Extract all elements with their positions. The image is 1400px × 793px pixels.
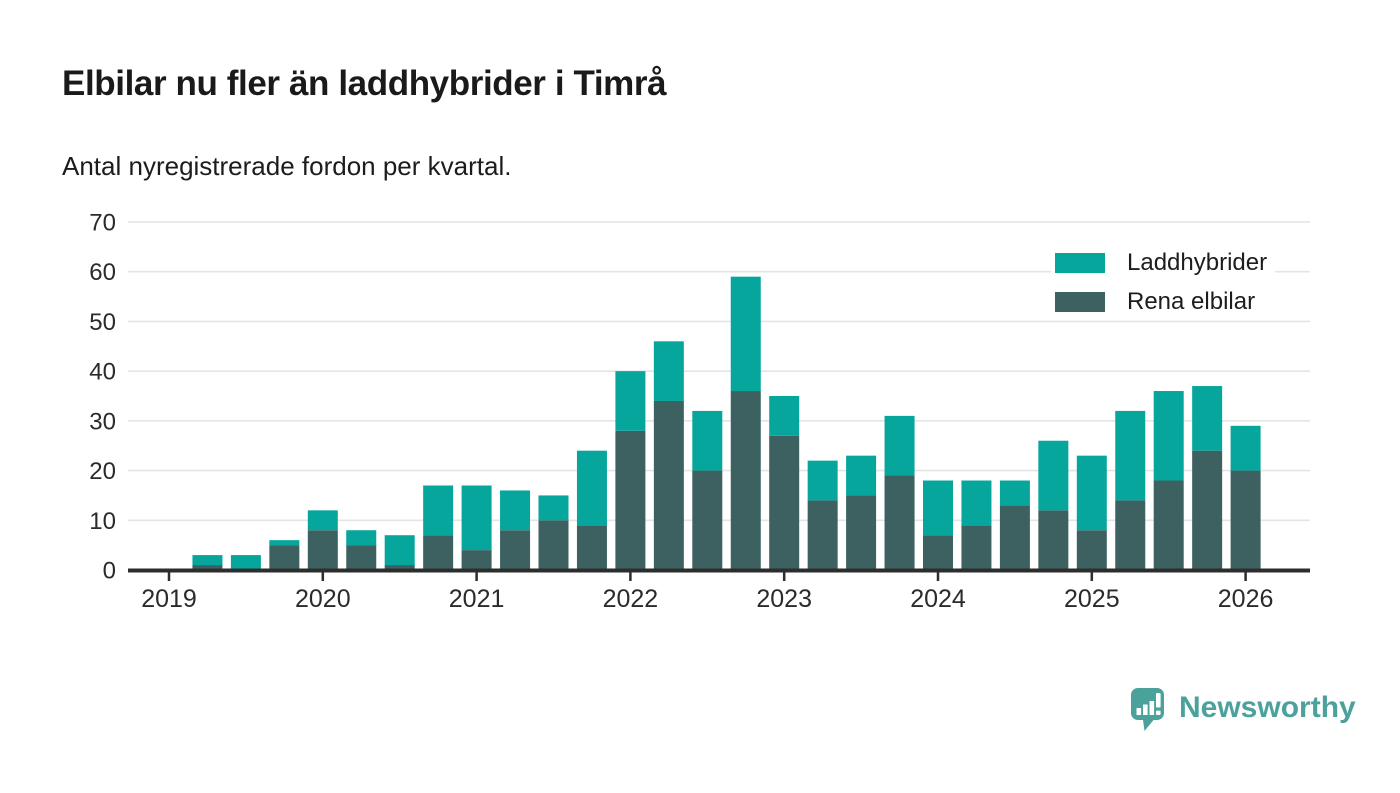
bar-segment-laddhybrider [1038, 440, 1069, 511]
bar-segment-laddhybrider [384, 535, 415, 566]
bar-segment-rena-elbilar [692, 470, 723, 570]
y-tick-label: 30 [89, 408, 116, 435]
bar-segment-laddhybrider [730, 276, 761, 392]
bar-segment-rena-elbilar [923, 535, 953, 570]
legend-label-laddhybrider: Laddhybrider [1127, 249, 1268, 276]
bar-segment-laddhybrider [423, 485, 454, 536]
bar-segment-laddhybrider [692, 410, 723, 471]
bar-segment-laddhybrider [769, 396, 800, 436]
logo-bar-2 [1143, 704, 1148, 715]
bar-segment-laddhybrider [1076, 455, 1107, 531]
bar-segment-laddhybrider [500, 490, 531, 531]
x-tick-label: 2025 [1064, 585, 1120, 613]
bar-segment-rena-elbilar [1076, 530, 1107, 570]
bar-segment-laddhybrider [192, 555, 223, 566]
bar-segment-laddhybrider [615, 371, 646, 431]
legend-swatch-laddhybrider [1055, 253, 1105, 273]
x-tick-label: 2023 [756, 585, 812, 613]
bar-segment-rena-elbilar [1230, 470, 1261, 570]
chart-legend: Laddhybrider Rena elbilar [1051, 248, 1276, 317]
newsworthy-logo-icon [1131, 688, 1164, 731]
legend-swatch-rena-elbilar [1055, 292, 1105, 312]
chart-subtitle: Antal nyregistrerade fordon per kvartal. [62, 151, 512, 181]
bar-segment-rena-elbilar [615, 430, 646, 570]
y-tick-label: 20 [89, 458, 116, 485]
bar-segment-rena-elbilar [1192, 450, 1223, 570]
bar-segment-rena-elbilar [999, 505, 1030, 570]
bar-segment-rena-elbilar [846, 495, 877, 570]
y-tick-label: 40 [89, 359, 116, 386]
bar-segment-laddhybrider [230, 555, 261, 570]
legend-label-rena-elbilar: Rena elbilar [1127, 288, 1256, 315]
bar-segment-laddhybrider [884, 415, 915, 476]
x-tick-label: 2026 [1218, 585, 1274, 613]
bar-segment-rena-elbilar [1115, 500, 1146, 570]
y-tick-label: 0 [103, 558, 116, 585]
bar-segment-rena-elbilar [961, 525, 992, 570]
bar-segment-rena-elbilar [807, 500, 838, 570]
logo-exclamation-line [1156, 693, 1161, 708]
y-tick-label: 60 [89, 259, 116, 286]
bar-segment-laddhybrider [307, 510, 338, 531]
bar-segment-laddhybrider [1192, 386, 1223, 451]
bar-segment-rena-elbilar [884, 475, 915, 570]
legend-item-laddhybrider: Laddhybrider [1051, 248, 1276, 278]
bar-segment-rena-elbilar [1038, 510, 1069, 570]
bar-segment-laddhybrider [923, 480, 953, 536]
bar-segment-rena-elbilar [500, 530, 531, 570]
bar-segment-laddhybrider [846, 455, 877, 496]
x-tick-label: 2019 [141, 585, 197, 613]
bar-segment-rena-elbilar [192, 565, 223, 570]
logo-exclamation-dot [1156, 710, 1161, 715]
bar-segment-laddhybrider [461, 485, 492, 551]
bar-segment-rena-elbilar [769, 435, 800, 570]
bar-segment-laddhybrider [538, 495, 569, 521]
logo-bar-3 [1149, 701, 1155, 715]
y-tick-label: 10 [89, 508, 116, 535]
bar-segment-laddhybrider [999, 480, 1030, 506]
bar-segment-rena-elbilar [576, 525, 607, 570]
newsworthy-logo-text: Newsworthy [1179, 691, 1356, 724]
bars [192, 276, 1261, 570]
bar-segment-rena-elbilar [1153, 480, 1184, 570]
legend-item-rena-elbilar: Rena elbilar [1051, 287, 1276, 317]
x-axis-labels: 2019 2020 2021 2022 2023 2024 2025 2026 [141, 585, 1273, 613]
y-axis-labels: 0 10 20 30 40 50 60 70 [89, 210, 116, 585]
bar-segment-laddhybrider [269, 540, 300, 546]
bar-segment-laddhybrider [576, 450, 607, 526]
x-tick-label: 2021 [449, 585, 505, 613]
y-tick-label: 70 [89, 210, 116, 237]
bar-segment-laddhybrider [1153, 391, 1184, 481]
chart-title: Elbilar nu fler än laddhybrider i Timrå [62, 64, 667, 103]
x-tick-label: 2024 [910, 585, 966, 613]
x-tick-label: 2020 [295, 585, 351, 613]
bar-segment-rena-elbilar [423, 535, 454, 570]
bar-segment-rena-elbilar [730, 391, 761, 570]
logo-bar-1 [1136, 708, 1142, 715]
bar-segment-rena-elbilar [538, 520, 569, 570]
bar-segment-laddhybrider [1115, 410, 1146, 501]
bar-segment-laddhybrider [961, 480, 992, 526]
bar-segment-rena-elbilar [346, 545, 377, 570]
bar-segment-laddhybrider [346, 530, 377, 546]
bar-segment-rena-elbilar [653, 400, 684, 570]
bar-segment-rena-elbilar [384, 565, 415, 570]
bar-segment-rena-elbilar [307, 530, 338, 570]
bar-segment-laddhybrider [1230, 425, 1261, 471]
x-tick-label: 2022 [603, 585, 659, 613]
bar-segment-laddhybrider [653, 341, 684, 401]
bar-segment-laddhybrider [807, 460, 838, 501]
y-tick-label: 50 [89, 309, 116, 336]
newsworthy-logo: Newsworthy [1131, 688, 1356, 733]
x-axis-ticks [167, 572, 1247, 581]
bar-segment-rena-elbilar [461, 550, 492, 570]
bar-segment-rena-elbilar [269, 545, 300, 570]
